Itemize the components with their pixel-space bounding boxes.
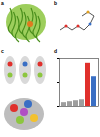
svg-text:c: c	[1, 48, 4, 54]
svg-text:d: d	[54, 48, 57, 54]
svg-text:a: a	[1, 0, 4, 6]
svg-text:b: b	[54, 0, 57, 6]
